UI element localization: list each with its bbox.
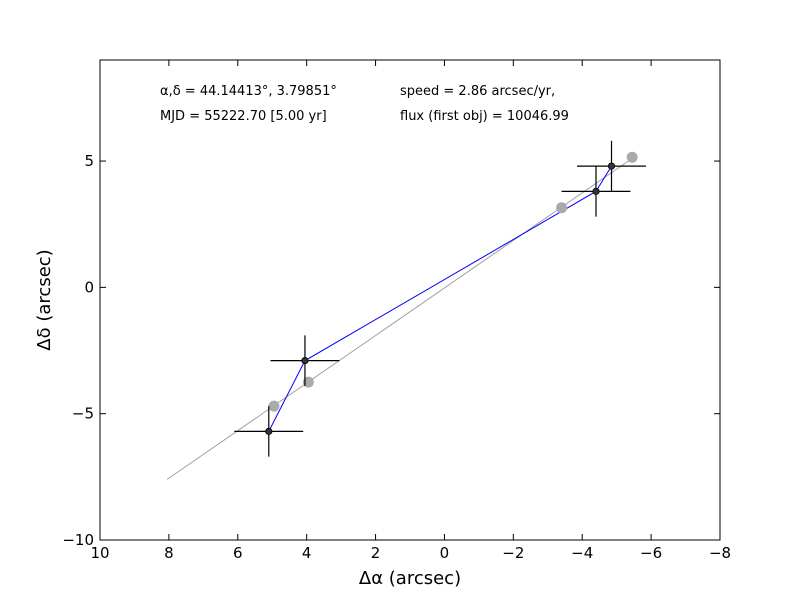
annotation-mjd: MJD = 55222.70 [5.00 yr] [160, 109, 327, 124]
observed-point [607, 162, 616, 170]
model-point [626, 151, 638, 163]
annotation-coords: α,δ = 44.14413°, 3.79851° [160, 84, 337, 99]
model-points-layer [268, 151, 638, 412]
model-point [268, 400, 280, 412]
ticks-layer: 10 8 6 4 2 0 −2 −4 −6 −8 −10 −5 0 5 [62, 60, 731, 562]
x-tick-label: 2 [371, 544, 381, 562]
plot-frame [99, 59, 721, 541]
observed-point [592, 187, 600, 195]
observed-track-line [268, 165, 612, 432]
model-point [302, 376, 314, 388]
x-tick-label: −8 [709, 544, 731, 562]
y-axis-label: Δδ (arcsec) [34, 249, 55, 350]
observed-point [265, 427, 273, 435]
observed-point [301, 357, 309, 365]
x-tick-label: 10 [90, 544, 109, 562]
x-tick-label: −6 [640, 544, 662, 562]
annotation-speed: speed = 2.86 arcsec/yr, [400, 84, 555, 99]
x-tick-label: 6 [233, 544, 243, 562]
observed-points-layer [265, 162, 616, 435]
x-tick-label: 8 [164, 544, 174, 562]
y-tick-label: 0 [84, 278, 94, 296]
y-tick-label: 5 [84, 152, 94, 170]
x-tick-label: −2 [502, 544, 524, 562]
model-point [556, 202, 568, 214]
annotation-flux: flux (first obj) = 10046.99 [400, 109, 569, 124]
x-tick-label: 4 [302, 544, 312, 562]
y-tick-label: −5 [72, 405, 94, 423]
x-tick-label: −4 [571, 544, 593, 562]
x-tick-label: 0 [440, 544, 450, 562]
track-layer [268, 165, 612, 432]
error-bars-layer [234, 140, 646, 457]
y-tick-label: −10 [62, 531, 94, 549]
x-axis-label: Δα (arcsec) [359, 568, 461, 589]
